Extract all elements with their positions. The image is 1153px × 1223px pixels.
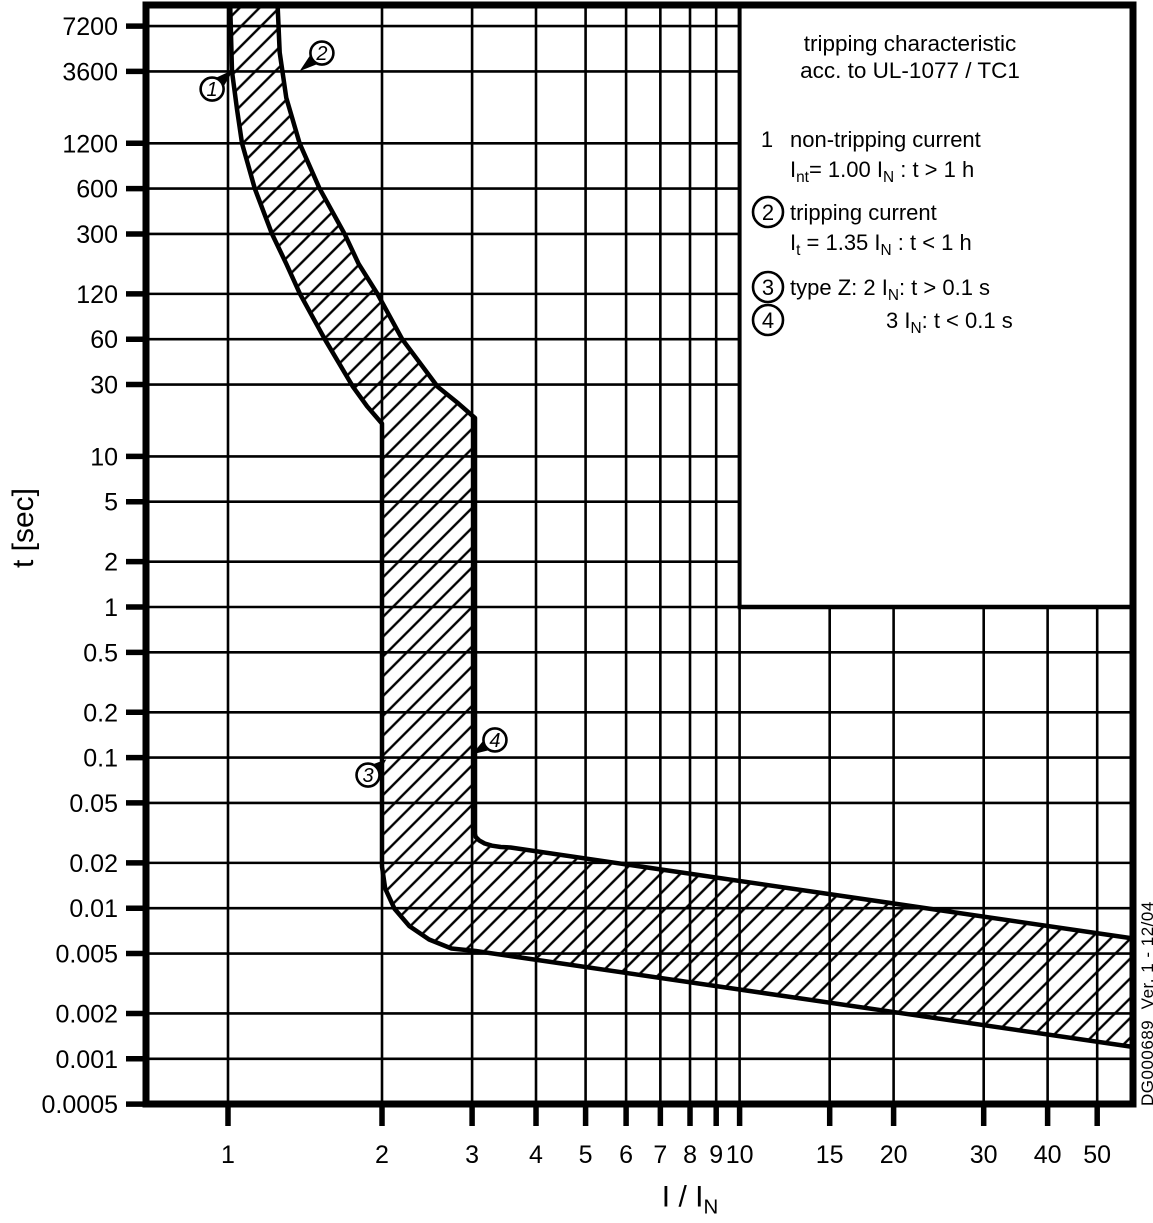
legend-marker-circle-3 — [751, 270, 785, 304]
legend-marker-number: 4 — [762, 308, 774, 333]
marker-number-4: 4 — [489, 730, 500, 752]
y-tick-label: 0.001 — [55, 1046, 118, 1074]
y-tick-label: 60 — [90, 326, 118, 354]
y-tick-label: 300 — [76, 221, 118, 249]
x-tick-label: 30 — [970, 1141, 998, 1169]
x-tick-label: 50 — [1083, 1141, 1111, 1169]
marker-number-3: 3 — [362, 765, 373, 787]
band-boundary-tripping — [275, 5, 1133, 941]
legend-marker-circle-4 — [751, 303, 785, 337]
marker-circle-3 — [355, 762, 381, 788]
y-tick-label: 1200 — [62, 130, 118, 158]
y-axis-title: t [sec] — [7, 487, 40, 569]
y-tick-label: 600 — [76, 176, 118, 204]
x-tick-label: 20 — [880, 1141, 908, 1169]
marker-number-2: 2 — [315, 43, 327, 65]
y-tick-label: 0.2 — [83, 699, 118, 727]
legend-marker-number: 1 — [761, 127, 773, 152]
legend-marker-circle-2 — [751, 195, 785, 229]
legend-item-text: Int= 1.00 IN : t > 1 h — [790, 157, 974, 186]
y-tick-label: 10 — [90, 443, 118, 471]
legend-item-text: non-tripping current — [790, 127, 981, 152]
legend-title: tripping characteristic — [804, 31, 1017, 56]
y-tick-label: 5 — [104, 489, 118, 517]
y-tick-label: 2 — [104, 549, 118, 577]
legend-marker-number: 2 — [762, 200, 774, 225]
plot-frame — [142, 1, 1137, 1108]
legend-item-text: It = 1.35 IN : t < 1 h — [790, 230, 972, 259]
x-tick-label: 7 — [653, 1141, 667, 1169]
legend-title: acc. to UL-1077 / TC1 — [800, 58, 1020, 83]
y-tick-label: 120 — [76, 281, 118, 309]
x-tick-label: 4 — [529, 1141, 543, 1169]
x-tick-label: 6 — [619, 1141, 633, 1169]
marker-number-1: 1 — [207, 79, 218, 101]
legend-box — [739, 5, 1133, 607]
legend-item-text: 3 IN: t < 0.1 s — [886, 308, 1013, 337]
x-tick-label: 10 — [726, 1141, 754, 1169]
legend-marker-number: 3 — [762, 275, 774, 300]
x-tick-label: 40 — [1034, 1141, 1062, 1169]
y-tick-label: 0.002 — [55, 1000, 118, 1028]
x-axis-title: I / IN — [661, 1180, 719, 1219]
x-tick-label: 3 — [465, 1141, 479, 1169]
x-tick-label: 2 — [375, 1141, 389, 1169]
marker-circle-4 — [482, 727, 508, 753]
x-tick-label: 15 — [816, 1141, 844, 1169]
document-id-watermark: DG000689 Ver. 1 - 12/04 — [1138, 901, 1153, 1106]
x-tick-label: 9 — [709, 1141, 723, 1169]
y-tick-label: 0.1 — [83, 745, 118, 773]
tripping-band — [230, 5, 1133, 1047]
y-tick-label: 0.01 — [69, 895, 118, 923]
y-tick-label: 0.005 — [55, 941, 118, 969]
x-tick-label: 5 — [579, 1141, 593, 1169]
y-tick-label: 0.0005 — [42, 1091, 118, 1119]
y-tick-label: 1 — [104, 594, 118, 622]
x-tick-label: 1 — [221, 1141, 235, 1169]
x-tick-label: 8 — [683, 1141, 697, 1169]
band-boundary-non-tripping — [227, 5, 1133, 1050]
legend-item-text: tripping current — [790, 200, 937, 225]
y-tick-label: 0.5 — [83, 639, 118, 667]
y-tick-label: 0.02 — [69, 850, 118, 878]
y-tick-label: 30 — [90, 372, 118, 400]
legend-item-text: type Z: 2 IN: t > 0.1 s — [790, 275, 990, 304]
marker-circle-1 — [199, 76, 225, 102]
marker-circle-2 — [309, 40, 335, 66]
y-tick-label: 0.05 — [69, 790, 118, 818]
y-tick-label: 7200 — [62, 13, 118, 41]
y-tick-label: 3600 — [62, 58, 118, 86]
